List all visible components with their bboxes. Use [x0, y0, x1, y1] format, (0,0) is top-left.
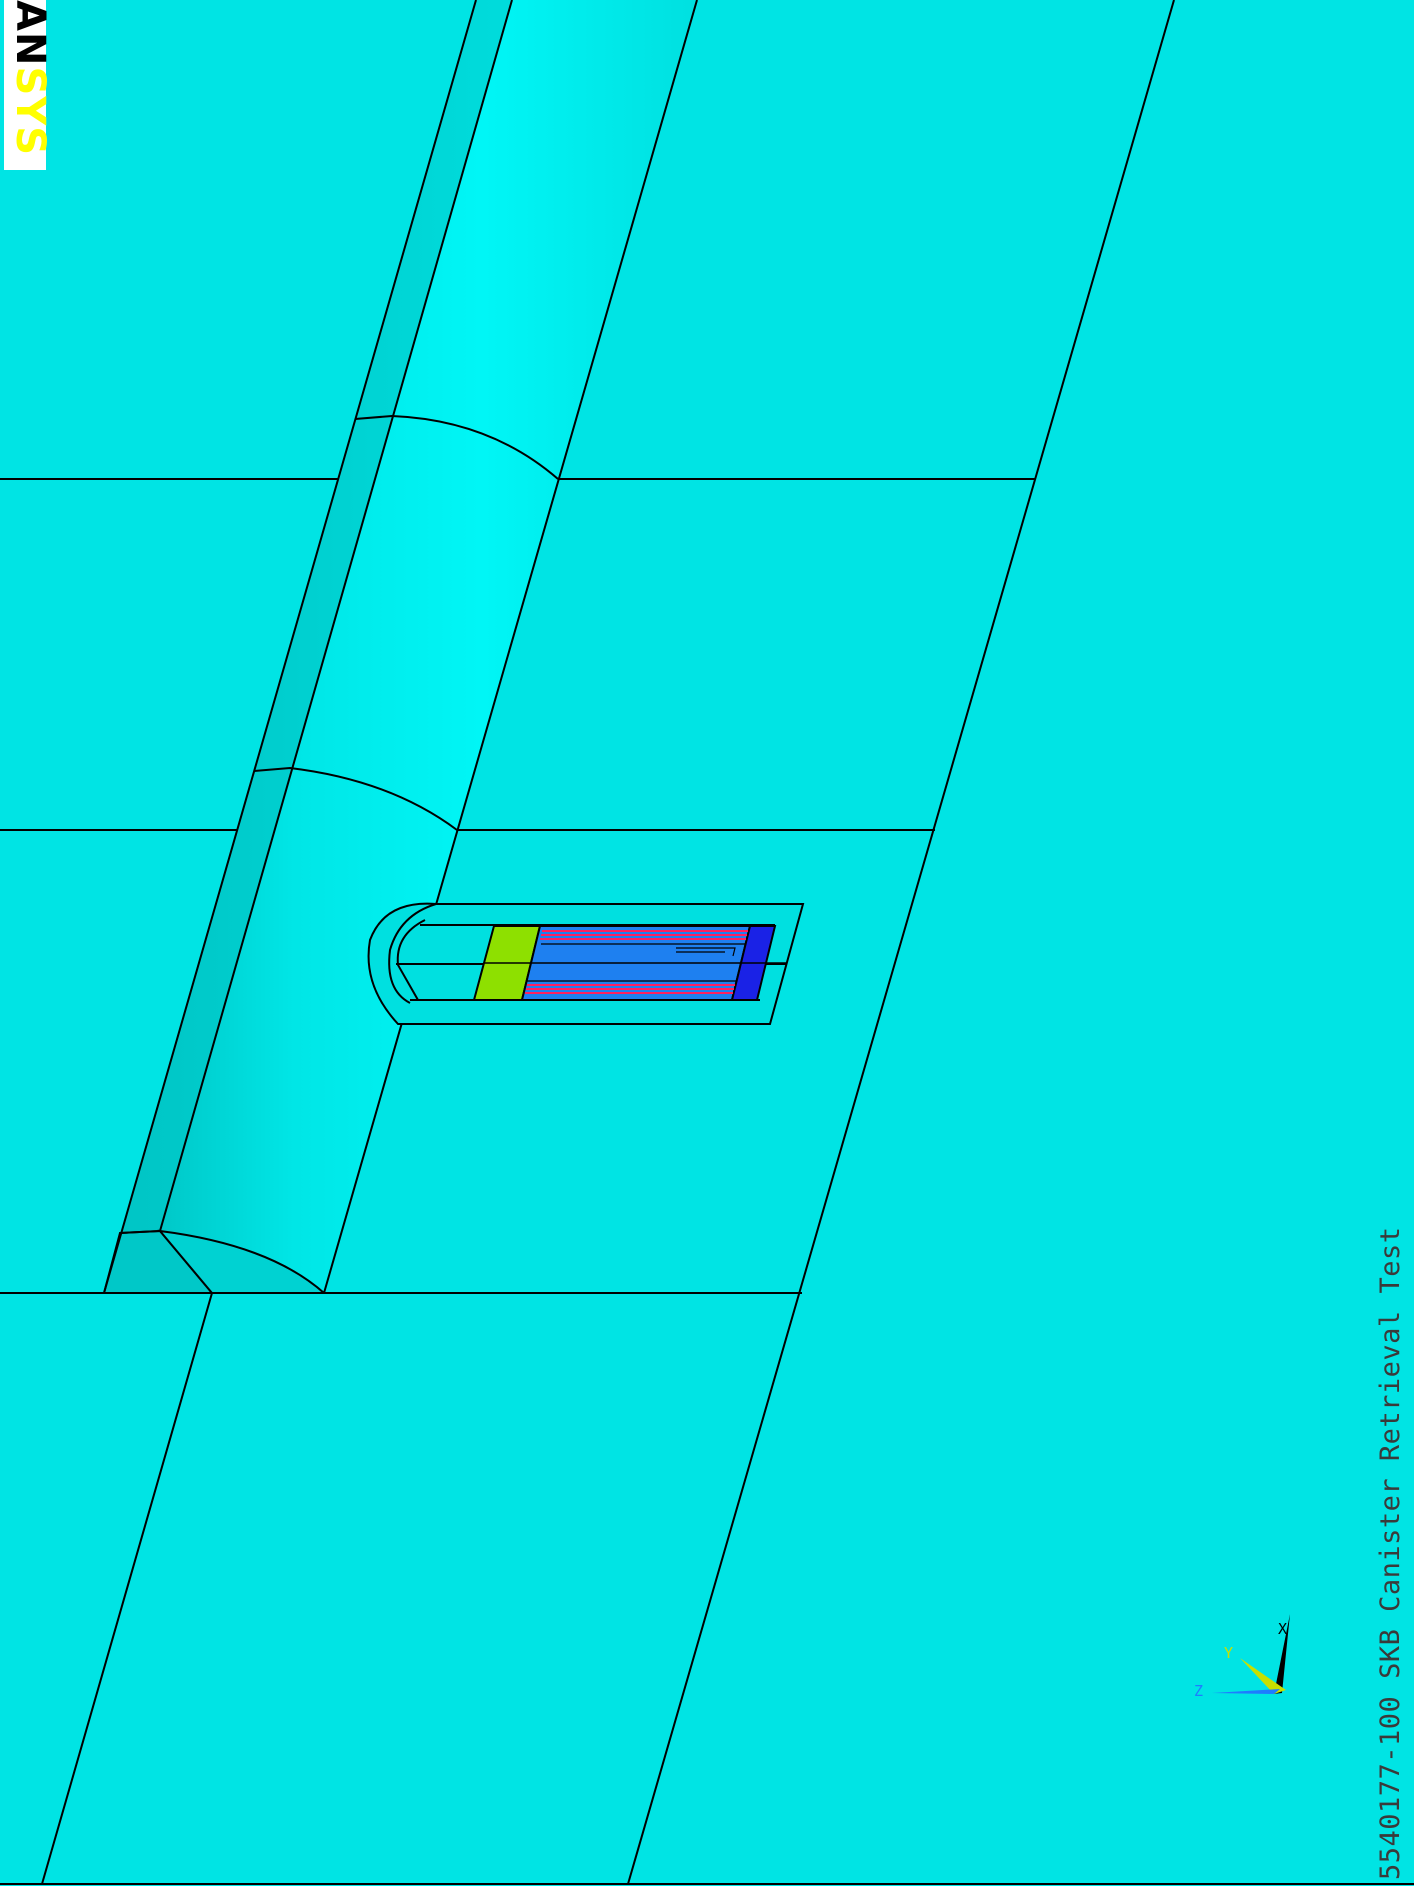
tunnel-wall-left [104, 0, 512, 1293]
ansys-logo-text: ANSYS [7, 0, 53, 170]
heater-lines [525, 930, 748, 994]
logo-part-sys: SYS [7, 66, 53, 157]
ansys-logo: ANSYS [4, 0, 53, 170]
triad-z-axis [1212, 1689, 1280, 1694]
triad-z-label: Z [1194, 1682, 1203, 1700]
triad-y-label: Y [1224, 1644, 1233, 1662]
plot-title: 5540177-100 SKB Canister Retrieval Test [1375, 1226, 1406, 1880]
logo-part-an: AN [7, 0, 53, 67]
tunnel-surface [160, 0, 697, 1293]
triad-y-axis [1240, 1658, 1286, 1694]
triad-x-label: X [1278, 1620, 1287, 1638]
deposition-tunnel [102, 0, 698, 1294]
coordinate-triad: X Y Z [1194, 1614, 1290, 1700]
triad-x-axis [1274, 1614, 1290, 1694]
deposition-hole [367, 902, 805, 1025]
